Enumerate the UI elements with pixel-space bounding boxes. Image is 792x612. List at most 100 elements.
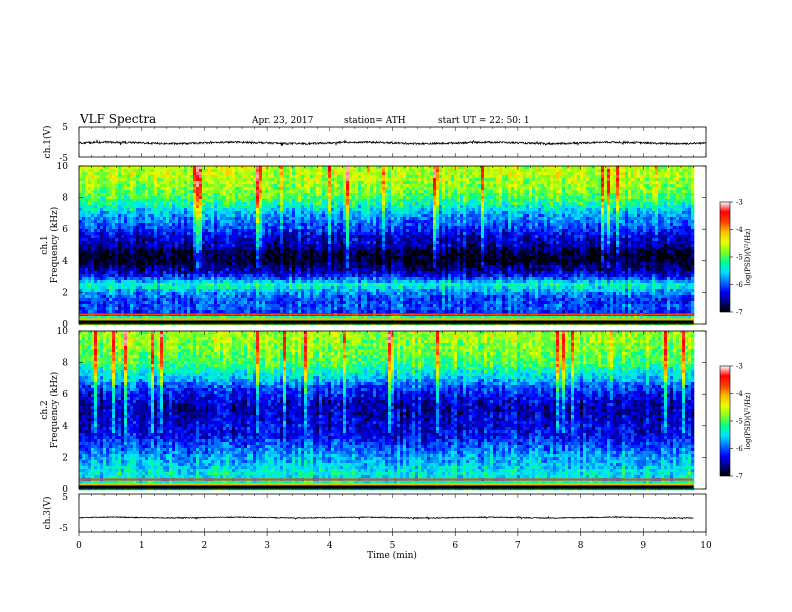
spectrogram-cell <box>181 247 184 250</box>
spectrogram-cell <box>199 193 202 196</box>
spectrogram-cell <box>346 265 349 268</box>
spectrogram-cell <box>250 175 253 178</box>
spectrogram-cell <box>250 232 253 235</box>
spectrogram-cell <box>355 178 358 181</box>
spectrogram-cell <box>271 169 274 172</box>
spectrogram-cell <box>250 211 253 214</box>
spectrogram-cell <box>115 310 118 313</box>
spectrogram-cell <box>334 235 337 238</box>
spectrogram-cell <box>142 259 145 262</box>
spectrogram-cell <box>121 286 124 289</box>
spectrogram-cell <box>241 214 244 217</box>
spectrogram-cell <box>313 208 316 211</box>
spectrogram-cell <box>175 187 178 190</box>
spectrogram-cell <box>91 247 94 250</box>
spectrogram-cell <box>250 292 253 295</box>
spectrogram-cell <box>307 202 310 205</box>
spectrogram-cell <box>169 235 172 238</box>
spectrogram-cell <box>316 256 319 259</box>
spectrogram-cell <box>91 310 94 313</box>
spectrogram-cell <box>100 253 103 256</box>
spectrogram-cell <box>247 262 250 265</box>
spectrogram-cell <box>280 205 283 208</box>
spectrogram-cell <box>181 250 184 253</box>
spectrogram-cell <box>253 190 256 193</box>
spectrogram-cell <box>316 274 319 277</box>
spectrogram-cell <box>283 229 286 232</box>
spectrogram-cell <box>322 214 325 217</box>
spectrogram-cell <box>142 286 145 289</box>
spectrogram-cell <box>220 244 223 247</box>
spectrogram-cell <box>115 232 118 235</box>
spectrogram-cell <box>217 256 220 259</box>
spectrogram-cell <box>226 250 229 253</box>
spectrogram-cell <box>94 244 97 247</box>
spectrogram-cell <box>355 226 358 229</box>
spectrogram-cell <box>280 292 283 295</box>
spectrogram-cell <box>94 274 97 277</box>
spectrogram-cell <box>130 244 133 247</box>
spectrogram-cell <box>331 286 334 289</box>
spectrogram-cell <box>91 238 94 241</box>
spectrogram-cell <box>112 181 115 184</box>
spectrogram-cell <box>169 310 172 313</box>
spectrogram-cell <box>331 181 334 184</box>
spectrogram-cell <box>352 211 355 214</box>
spectrogram-cell <box>256 223 259 226</box>
spectrogram-cell <box>274 205 277 208</box>
spectrogram-cell <box>175 238 178 241</box>
spectrogram-cell <box>130 169 133 172</box>
spectrogram-cell <box>145 169 148 172</box>
spectrogram-cell <box>352 298 355 301</box>
spectrogram-cell <box>220 190 223 193</box>
spectrogram-cell <box>328 238 331 241</box>
spectrogram-cell <box>355 307 358 310</box>
spectrogram-cell <box>241 172 244 175</box>
spectrogram-cell <box>211 283 214 286</box>
spectrogram-cell <box>310 229 313 232</box>
spectrogram-cell <box>124 187 127 190</box>
spectrogram-cell <box>349 181 352 184</box>
spectrogram-cell <box>214 268 217 271</box>
spectrogram-cell <box>229 280 232 283</box>
spectrogram-cell <box>310 193 313 196</box>
spectrogram-cell <box>175 172 178 175</box>
spectrogram-cell <box>205 217 208 220</box>
spectrogram-cell <box>226 220 229 223</box>
spectrogram-cell <box>226 292 229 295</box>
spectrogram-cell <box>358 235 361 238</box>
spectrogram-cell <box>187 271 190 274</box>
spectrogram-cell <box>298 286 301 289</box>
spectrogram-cell <box>109 193 112 196</box>
spectrogram-cell <box>250 250 253 253</box>
spectrogram-cell <box>280 232 283 235</box>
spectrogram-cell <box>301 277 304 280</box>
spectrogram-cell <box>169 268 172 271</box>
spectrogram-cell <box>343 271 346 274</box>
spectrogram-cell <box>250 259 253 262</box>
spectrogram-cell <box>220 298 223 301</box>
spectrogram-cell <box>190 259 193 262</box>
spectrogram-cell <box>355 301 358 304</box>
spectrogram-cell <box>211 229 214 232</box>
spectrogram-cell <box>166 199 169 202</box>
spectrogram-cell <box>163 175 166 178</box>
spectrogram-cell <box>88 244 91 247</box>
spectrogram-cell <box>334 271 337 274</box>
spectrogram-cell <box>94 223 97 226</box>
spectrogram-cell <box>229 298 232 301</box>
spectrogram-cell <box>187 178 190 181</box>
spectrogram-cell <box>196 244 199 247</box>
spectrogram-cell <box>193 217 196 220</box>
spectrogram-cell <box>358 175 361 178</box>
spectrogram-cell <box>229 220 232 223</box>
spectrogram-cell <box>340 241 343 244</box>
spectrogram-cell <box>91 196 94 199</box>
spectrogram-cell <box>235 292 238 295</box>
spectrogram-cell <box>322 265 325 268</box>
spectrogram-cell <box>298 292 301 295</box>
spectrogram-cell <box>142 220 145 223</box>
spectrogram-cell <box>136 259 139 262</box>
spectrogram-cell <box>304 310 307 313</box>
spectrogram-cell <box>202 190 205 193</box>
